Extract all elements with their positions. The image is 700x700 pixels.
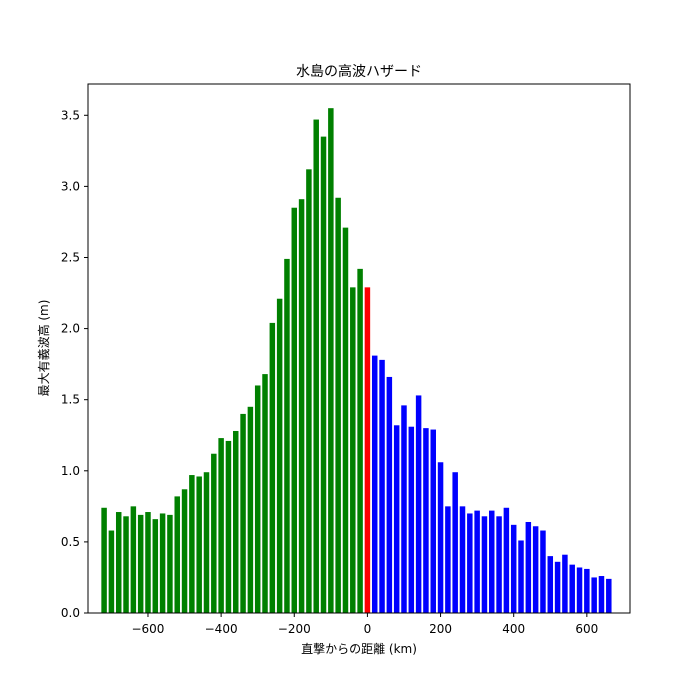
bar-before	[152, 519, 159, 613]
bar-after	[562, 554, 568, 613]
bar-before	[159, 513, 166, 613]
bar-after	[606, 578, 612, 613]
bar-after	[510, 524, 517, 613]
y-tick-label: 2.5	[61, 250, 80, 264]
bar-after	[540, 530, 546, 613]
bar-after	[459, 506, 466, 613]
y-tick-label: 0.5	[61, 535, 80, 549]
bar-before	[240, 413, 246, 613]
bar-before	[181, 489, 188, 613]
x-tick-label: −200	[278, 622, 311, 636]
bar-before	[298, 199, 305, 613]
bar-before	[167, 514, 173, 613]
bar-after	[525, 521, 532, 613]
bar-before	[306, 169, 312, 613]
bar-before	[211, 453, 217, 613]
bar-after	[423, 428, 429, 613]
x-tick-label: −400	[205, 622, 238, 636]
bar-before	[291, 207, 298, 613]
bar-before	[189, 475, 195, 613]
bar-after	[386, 376, 393, 613]
chart-title: 水島の高波ハザード	[296, 63, 422, 80]
bar-after	[547, 556, 554, 613]
bar-before	[269, 322, 276, 613]
bar-before	[254, 385, 261, 613]
bar-after	[452, 472, 458, 613]
bar-after	[503, 507, 510, 613]
bar-after	[554, 561, 561, 613]
y-axis: 0.0 0.5 1.0 1.5 2.0 2.5 3.0 3.5	[61, 108, 88, 620]
x-axis-label: 直撃からの距離 (km)	[301, 641, 417, 656]
bar-after	[576, 567, 583, 613]
y-tick-label: 1.0	[61, 464, 80, 478]
bar-before	[350, 287, 356, 613]
bar-after	[569, 564, 575, 613]
plot-frame	[87, 83, 631, 614]
bar-before	[262, 374, 268, 613]
bar-after	[532, 526, 539, 613]
x-tick-label: 400	[502, 622, 525, 636]
bar-after	[584, 568, 590, 613]
x-tick-label: 600	[575, 622, 598, 636]
bar-before	[137, 514, 144, 613]
bar-after	[437, 462, 444, 613]
bar-after	[430, 429, 436, 613]
y-axis-label: 最大有義波高 (m)	[36, 300, 51, 397]
y-tick-label: 2.0	[61, 322, 80, 336]
x-axis: −600 −400 −200 0 200 400 600	[131, 613, 598, 636]
y-tick-label: 3.5	[61, 108, 80, 122]
x-tick-label: −600	[131, 622, 164, 636]
y-tick-label: 1.5	[61, 393, 80, 407]
bar-before	[233, 430, 239, 613]
bar-before	[320, 136, 327, 613]
bar-before	[247, 406, 254, 613]
bar-after	[474, 510, 480, 613]
bar-before	[145, 512, 151, 613]
bar-after	[408, 426, 415, 613]
bar-before	[115, 512, 122, 613]
bar-after	[401, 405, 407, 613]
bar-before	[225, 440, 232, 613]
bar-after	[481, 516, 488, 613]
bar-after	[496, 516, 502, 613]
bar-before	[328, 108, 334, 614]
bar-before	[108, 530, 115, 613]
bar-after	[415, 395, 422, 613]
bar-after	[371, 355, 378, 613]
bar-after	[598, 576, 605, 613]
bar-before	[357, 268, 363, 613]
bar-before	[218, 438, 224, 613]
bar-before	[174, 496, 180, 613]
bar-after	[393, 425, 400, 613]
bars	[101, 108, 612, 614]
bar-before	[130, 506, 137, 613]
bar-after	[379, 359, 385, 613]
y-tick-label: 3.0	[61, 179, 80, 193]
bar-after	[591, 577, 597, 613]
bar-before	[203, 472, 210, 613]
bar-before	[101, 507, 107, 613]
bar-after	[518, 540, 524, 613]
bar-before	[123, 516, 129, 613]
bar-before	[196, 476, 202, 613]
y-tick-label: 0.0	[61, 606, 80, 620]
bar-after	[489, 510, 495, 613]
bar-before	[313, 119, 319, 614]
bar-before	[284, 258, 290, 613]
bar-landfall	[364, 287, 371, 613]
bar-before	[335, 197, 341, 613]
bar-after	[445, 506, 451, 613]
bar-after	[467, 513, 473, 613]
x-tick-label: 200	[429, 622, 452, 636]
x-tick-label: 0	[364, 622, 372, 636]
bar-before	[342, 227, 349, 613]
bar-before	[276, 298, 283, 613]
